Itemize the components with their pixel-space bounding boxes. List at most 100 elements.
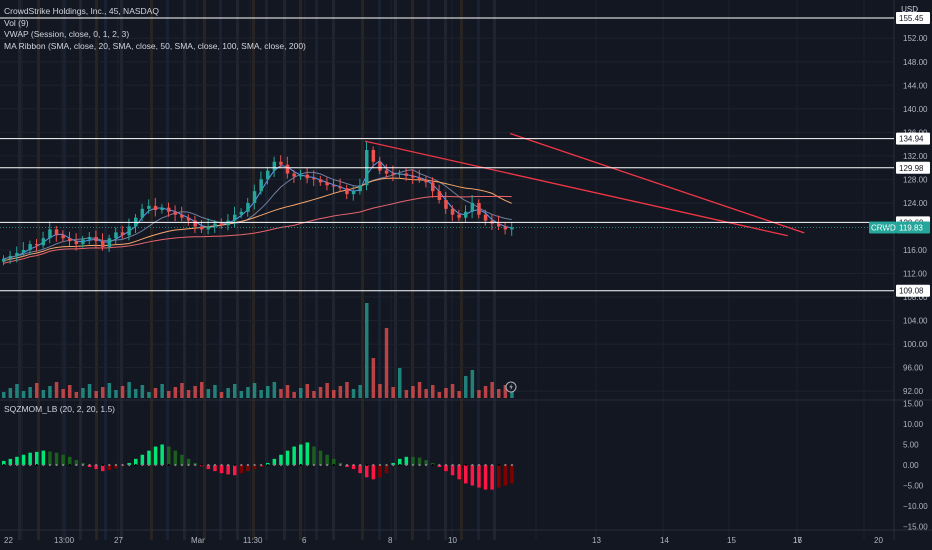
squeeze-bar [246, 465, 250, 472]
session-stripe [104, 0, 107, 540]
squeeze-dot [326, 463, 329, 467]
volume-bar [431, 385, 435, 398]
ma-ribbon-indicator-label[interactable]: MA Ribbon (SMA, close, 20, SMA, close, 5… [4, 40, 306, 51]
squeeze-dot [121, 463, 124, 467]
volume-bar [437, 392, 442, 398]
squeeze-dot [385, 463, 388, 467]
oscillator-tick-label: 5.00 [903, 441, 919, 450]
candle-body [497, 223, 501, 227]
candle-body [200, 226, 204, 230]
price-tick-label: 92.00 [903, 387, 924, 396]
squeeze-dot [220, 463, 223, 467]
level-price-tag [896, 132, 930, 145]
squeeze-dot [444, 463, 448, 467]
squeeze-bar [167, 446, 171, 465]
candle-body [160, 207, 164, 210]
candle-body [87, 237, 92, 240]
squeeze-dot [246, 463, 250, 467]
squeeze-dot [405, 463, 408, 467]
squeeze-dot [167, 463, 170, 467]
candle-body [483, 214, 488, 221]
squeeze-bar [21, 454, 26, 465]
volume-bar [497, 389, 501, 398]
candle-body [233, 214, 237, 221]
squeeze-bar [107, 465, 112, 470]
candle-body [15, 252, 19, 256]
squeeze-bar [54, 452, 59, 465]
squeeze-dot [451, 463, 454, 467]
replay-icon[interactable] [505, 381, 517, 393]
squeeze-dot [339, 463, 342, 467]
session-stripe [444, 0, 447, 540]
volume-bar [325, 383, 329, 398]
squeeze-bar [365, 465, 369, 478]
price-tick-label: 144.00 [903, 81, 928, 90]
volume-bar [246, 387, 250, 398]
squeeze-dot [510, 463, 514, 467]
volume-bar [134, 389, 138, 398]
volume-bar [305, 384, 310, 398]
candle-body [219, 223, 224, 226]
price-tick-label: 112.00 [903, 270, 927, 279]
squeeze-dot [273, 463, 276, 467]
candle-body [167, 207, 171, 212]
volume-bar [74, 392, 79, 398]
squeeze-bar [510, 465, 514, 484]
volume-bar [312, 391, 316, 398]
candle-body [41, 238, 46, 246]
time-tick-label: 16 [793, 536, 802, 545]
volume-bar [279, 389, 283, 398]
squeeze-dot [484, 463, 487, 467]
level-price-tag [896, 284, 930, 297]
price-tick-label: 104.00 [903, 317, 928, 326]
session-stripe [361, 0, 364, 540]
squeeze-dot [253, 463, 256, 467]
volume-bar [219, 392, 224, 398]
squeeze-dot [213, 463, 217, 467]
candle-body [114, 232, 118, 239]
time-tick-label: 11:30 [243, 536, 263, 545]
candle-body [417, 177, 422, 180]
squeeze-bar [470, 465, 475, 486]
candle-body [28, 244, 32, 250]
time-tick-label: 15 [727, 536, 736, 545]
volume-bar [450, 384, 455, 398]
channel-line[interactable] [509, 132, 805, 234]
squeeze-dot [154, 463, 157, 467]
time-tick-label: 27 [114, 536, 123, 545]
time-tick-label: 14 [660, 536, 669, 545]
candle-body [8, 255, 13, 259]
squeeze-dot [68, 463, 71, 467]
squeeze-bar [206, 465, 211, 470]
vwap-indicator-label[interactable]: VWAP (Session, close, 0, 1, 2, 3) [4, 29, 130, 39]
squeeze-dot [95, 463, 98, 467]
candle-body [470, 202, 475, 212]
symbol-title[interactable]: CrowdStrike Holdings, Inc., 45, NASDAQ [4, 6, 159, 16]
volume-indicator-label[interactable]: Vol (9) [4, 17, 29, 28]
squeeze-bar [417, 457, 422, 465]
squeeze-indicator-label[interactable]: SQZMOM_LB (20, 2, 20, 1.5) [4, 404, 116, 414]
price-tick-label: 124.00 [903, 199, 928, 208]
volume-bar [470, 370, 475, 398]
price-tick-label: 96.00 [903, 364, 924, 373]
oscillator-tick-label: 15.00 [903, 400, 924, 409]
channel-line[interactable] [364, 140, 788, 237]
squeeze-dot [266, 463, 269, 467]
squeeze-dot [161, 463, 164, 467]
candle-body [457, 214, 461, 218]
candle-body [503, 226, 508, 230]
volume-bar [61, 389, 65, 398]
time-axis: 22 13:00 27 Mar 11:30 6 8 10 13 14 15 16 20 17 [4, 536, 883, 545]
volume-bar [358, 385, 362, 398]
candle-body [35, 244, 39, 246]
squeeze-bar [503, 465, 508, 486]
squeeze-bar [292, 446, 296, 465]
volume-bar [233, 384, 237, 398]
squeeze-bar [444, 465, 448, 472]
candle-body [94, 237, 98, 242]
candle-body [239, 211, 244, 215]
squeeze-dot [233, 463, 236, 467]
candle-body [74, 241, 79, 245]
symbol-tag-text: CRWD [871, 223, 896, 232]
